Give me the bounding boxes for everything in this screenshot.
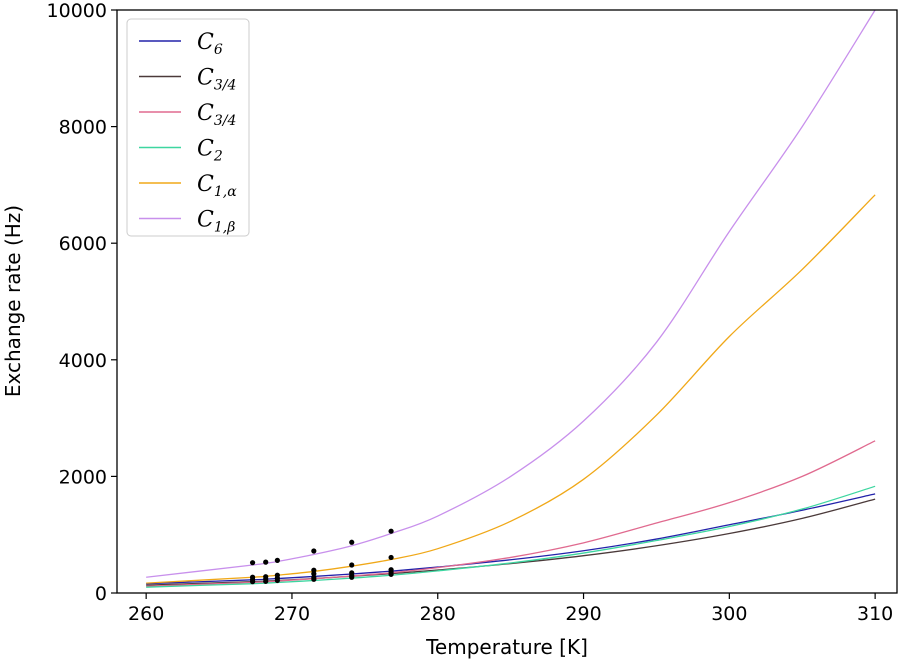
- x-tick-label: 270: [274, 603, 310, 625]
- x-tick-label: 260: [128, 603, 164, 625]
- y-tick-label: 10000: [47, 0, 107, 22]
- plot-frame: [116, 9, 898, 594]
- y-tick-label: 2000: [59, 466, 107, 488]
- data-point: [263, 559, 269, 565]
- x-tick-label: 280: [420, 603, 456, 625]
- series-line-0: [146, 493, 876, 585]
- x-axis-title: Temperature [K]: [425, 635, 588, 659]
- data-point: [311, 548, 317, 554]
- series-line-4: [146, 194, 876, 584]
- legend-box: [126, 18, 250, 237]
- x-tick-label: 310: [857, 603, 893, 625]
- data-point: [274, 577, 280, 584]
- y-tick-label: 6000: [59, 233, 107, 255]
- legend: C6 C3/4 C3/4 C2 C1,α C1,β: [126, 18, 250, 237]
- data-point: [349, 562, 355, 568]
- y-axis-title: Exchange rate (Hz): [1, 205, 25, 397]
- legend-label-0: C6: [197, 30, 223, 58]
- y-tick-label: 8000: [59, 117, 107, 139]
- x-axis-ticks: 260 270 280 290 300 310: [128, 593, 893, 625]
- data-point: [349, 539, 355, 545]
- series-line-1: [146, 498, 876, 586]
- data-point: [249, 579, 256, 585]
- legend-label-2: C3/4: [197, 101, 236, 129]
- y-tick-label: 0: [95, 583, 107, 605]
- data-point: [388, 571, 394, 577]
- data-point: [311, 576, 317, 582]
- series-line-3: [146, 485, 876, 588]
- data-markers: [249, 528, 394, 585]
- data-point: [274, 557, 280, 563]
- series-lines: [146, 9, 876, 588]
- data-point: [388, 554, 394, 561]
- legend-label-1: C3/4: [197, 66, 236, 94]
- y-tick-label: 4000: [59, 350, 107, 372]
- legend-label-3: C2: [197, 137, 223, 165]
- data-point: [249, 560, 256, 566]
- data-point: [388, 528, 394, 534]
- x-tick-label: 290: [565, 603, 601, 625]
- x-tick-label: 300: [711, 603, 747, 625]
- legend-label-5: C1,β: [197, 208, 235, 236]
- legend-label-4: C1,α: [197, 172, 237, 200]
- y-axis-ticks: 0 2000 4000 6000 8000 10000: [47, 0, 117, 605]
- data-point: [263, 578, 269, 584]
- series-line-5: [146, 9, 876, 578]
- data-point: [349, 574, 355, 580]
- data-point: [311, 571, 317, 577]
